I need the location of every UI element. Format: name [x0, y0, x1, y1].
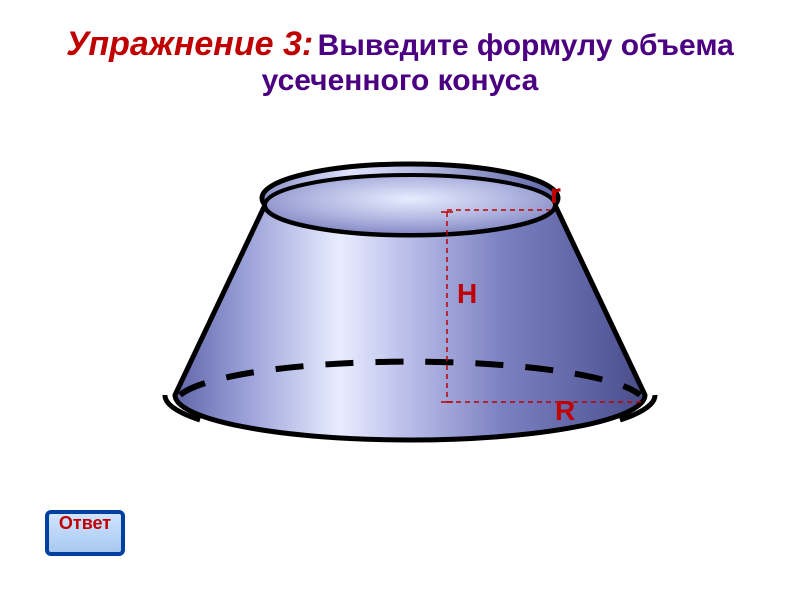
exercise-subtitle: Выведите формулу объема усеченного конус…: [262, 29, 734, 97]
label-R: R: [555, 395, 575, 427]
frustum-diagram: r H R: [155, 150, 695, 470]
label-r: r: [550, 178, 561, 210]
title-block: Упражнение 3: Выведите формулу объема ус…: [0, 0, 800, 98]
label-H: H: [457, 278, 477, 310]
answer-button[interactable]: Ответ: [45, 510, 125, 556]
exercise-title: Упражнение 3:: [66, 25, 313, 63]
